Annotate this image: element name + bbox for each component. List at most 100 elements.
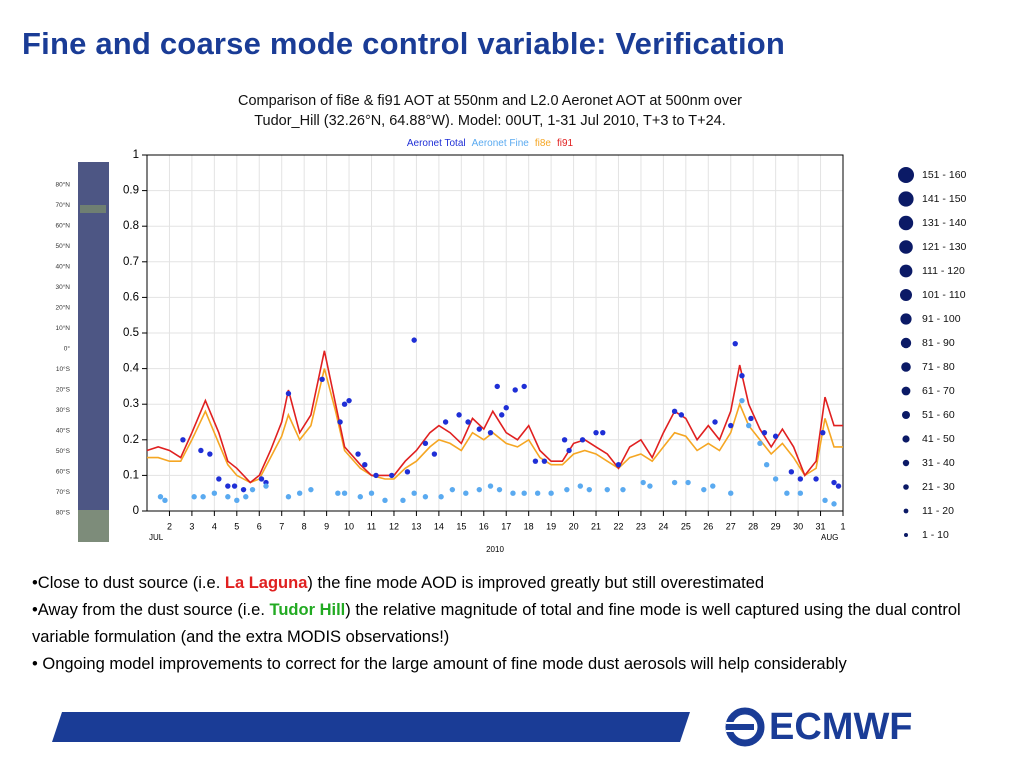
point [249,486,256,493]
point [701,486,707,493]
point [600,429,606,436]
x-start-label: JUL [149,533,164,542]
point [456,412,462,418]
point [499,412,505,418]
point [258,476,265,482]
size-symbol [902,435,910,443]
size-symbol [900,289,912,301]
point [157,494,164,500]
point [162,497,168,504]
point [521,383,527,390]
x-tick-label: 12 [389,521,399,531]
point [231,483,238,489]
size-label: 91 - 100 [922,313,961,325]
map-label: 50°S [56,447,71,455]
point [797,476,804,482]
point [357,494,363,500]
map-label: 60°N [55,222,70,230]
x-tick-label: 1 [840,521,845,531]
map-label: 30°S [56,406,71,414]
point [772,433,779,439]
logo [725,707,765,747]
point [285,390,292,397]
point [476,486,482,493]
point [438,494,444,500]
point [476,426,482,432]
point [647,483,653,489]
y-tick-label: 1 [133,149,139,161]
map-land [78,510,109,542]
size-label: 121 - 130 [922,241,967,253]
point [712,419,718,425]
x-tick-label: 2 [167,521,172,531]
size-label: 21 - 30 [922,481,955,493]
point [710,483,716,489]
highlight: Tudor Hill [269,601,346,619]
point [564,486,570,493]
x-tick-label: 3 [189,521,194,531]
x-tick-label: 31 [816,521,826,531]
point [362,462,368,468]
size-label: 101 - 110 [922,289,966,301]
map-label: 70°N [55,201,70,209]
point [678,412,685,418]
size-symbol [902,459,910,467]
x-tick-label: 21 [591,521,601,531]
point [620,486,626,493]
point [746,422,752,429]
point [422,494,429,500]
point [382,497,388,504]
bullet: • Ongoing model improvements to correct … [32,651,1017,678]
size-label: 111 - 120 [922,265,965,277]
point [739,397,745,404]
bullet-list: •Close to dust source (i.e. La Laguna) t… [32,570,1017,678]
point [788,469,795,475]
x-tick-label: 20 [569,521,579,531]
point [784,490,790,496]
point [463,490,469,496]
point [400,497,406,504]
point [442,419,449,425]
bullet-text: ) the fine mode AOD is improved greatly … [307,574,765,592]
map-label: 30°N [55,283,70,291]
point [198,447,204,454]
size-symbol [898,167,914,183]
point [593,429,599,436]
x-tick-label: 18 [524,521,534,531]
bullet: •Away from the dust source (i.e. Tudor H… [32,597,1017,651]
map-label: 20°N [55,304,70,312]
x-tick-label: 22 [613,521,623,531]
x-tick-label: 16 [479,521,489,531]
x-tick-label: 14 [434,521,444,531]
point [763,462,770,468]
size-label: 71 - 80 [922,361,955,373]
size-label: 31 - 40 [922,457,955,469]
point [308,486,314,493]
point [465,419,471,425]
size-label: 51 - 60 [922,409,955,421]
x-tick-label: 29 [771,521,781,531]
size-label: 81 - 90 [922,337,955,349]
point [579,437,586,443]
x-tick-label: 9 [324,521,329,531]
point [234,497,240,504]
point [368,490,375,496]
x-tick-label: 5 [234,521,239,531]
legend: Aeronet Total Aeronet Fine fi8e fi91 [407,138,574,149]
point [797,490,804,496]
size-label: 131 - 140 [922,217,967,229]
point [225,483,231,489]
point [337,419,343,425]
point [243,494,249,500]
point [191,494,197,500]
x-tick-label: 19 [546,521,556,531]
size-symbol [903,484,909,490]
point [831,501,837,507]
y-tick-label: 0.2 [123,434,139,446]
point [831,479,837,486]
legend-entry: Aeronet Total [407,138,466,149]
point [548,490,554,496]
y-tick-label: 0.3 [123,398,139,410]
